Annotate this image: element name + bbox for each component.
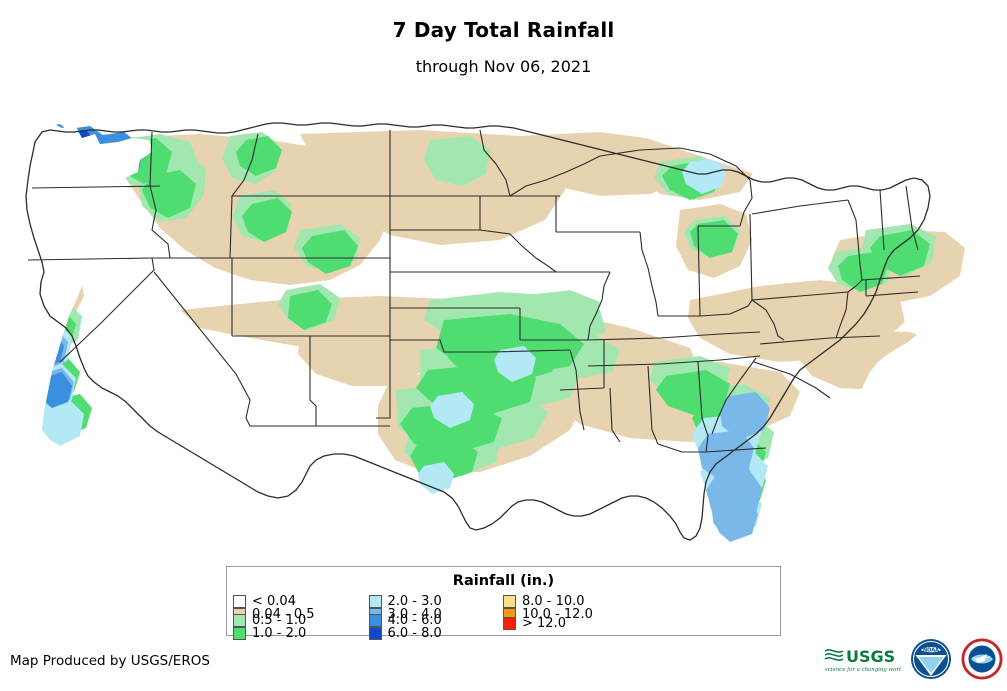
- legend-title: Rainfall (in.): [452, 573, 555, 589]
- legend-column: > 12.0: [503, 614, 581, 633]
- legend-swatch-40-60: [368, 614, 382, 627]
- us-rainfall-choropleth: [25, 122, 965, 542]
- legend-item[interactable]: 2.0 - 3.0: [368, 594, 461, 609]
- legend-swatch-gt120: [503, 617, 516, 630]
- legend-swatch-10-20: [233, 627, 246, 640]
- legend-label: < 0.04: [252, 594, 296, 609]
- legend-swatch-80-100: [503, 595, 516, 608]
- legend-item[interactable]: > 12.0: [503, 614, 581, 633]
- legend-column: 2.0 - 3.0 3.0 - 4.0: [368, 594, 461, 621]
- nws-logo: [961, 638, 1003, 680]
- noaa-logo: NOAA: [911, 639, 951, 679]
- legend-item[interactable]: 4.0 - 6.0: [368, 613, 461, 628]
- legend-label: 4.0 - 6.0: [387, 613, 442, 628]
- legend-item[interactable]: 0.5 - 1.0: [233, 614, 325, 627]
- legend-items: < 0.04 0.04 - 0.5 0.5 - 1.0 1.0 - 2.0 2.…: [233, 594, 776, 640]
- legend-label: 1.0 - 2.0: [252, 626, 307, 641]
- usgs-wordmark: USGS: [846, 647, 895, 666]
- state-boundaries: [25, 122, 931, 541]
- legend-item[interactable]: 8.0 - 10.0: [503, 595, 606, 608]
- legend-swatch-20-30: [368, 595, 382, 608]
- legend-label: 10.0 - 12.0: [522, 607, 593, 622]
- title-block: 7 Day Total Rainfall through Nov 06, 202…: [0, 0, 1007, 77]
- legend-label: 6.0 - 8.0: [387, 626, 442, 641]
- legend-label: > 12.0: [522, 616, 566, 631]
- legend-column: 8.0 - 10.0 10.0 - 12.0: [503, 595, 606, 621]
- map-legend: Rainfall (in.) < 0.04 0.04 - 0.5 0.5 - 1…: [226, 566, 781, 640]
- legend-swatch-05-10: [233, 614, 246, 627]
- page-subtitle: through Nov 06, 2021: [415, 57, 592, 76]
- page-title: 7 Day Total Rainfall: [392, 18, 615, 42]
- legend-column: 4.0 - 6.0 6.0 - 8.0: [368, 613, 461, 640]
- map-credit: Map Produced by USGS/EROS: [10, 653, 210, 669]
- legend-swatch-lt004: [233, 595, 246, 608]
- usgs-logo: USGS science for a changing world: [823, 642, 901, 676]
- legend-label: 3.0 - 4.0: [387, 607, 442, 622]
- legend-swatch-60-80: [368, 627, 382, 640]
- legend-label: 0.04 - 0.5: [252, 607, 315, 622]
- rainfall-map: [0, 100, 1007, 550]
- legend-label: 0.5 - 1.0: [252, 613, 307, 628]
- legend-column: 0.5 - 1.0 1.0 - 2.0: [233, 614, 325, 640]
- legend-item[interactable]: 1.0 - 2.0: [233, 627, 325, 640]
- legend-column: < 0.04 0.04 - 0.5: [233, 595, 326, 621]
- agency-logos: USGS science for a changing world NOAA: [823, 633, 1003, 685]
- legend-item[interactable]: < 0.04: [233, 595, 326, 608]
- noaa-wordmark: NOAA: [923, 648, 939, 654]
- usgs-tagline: science for a changing world: [825, 667, 901, 673]
- legend-label: 8.0 - 10.0: [522, 594, 585, 609]
- legend-item[interactable]: 6.0 - 8.0: [368, 626, 461, 641]
- legend-label: 2.0 - 3.0: [387, 594, 442, 609]
